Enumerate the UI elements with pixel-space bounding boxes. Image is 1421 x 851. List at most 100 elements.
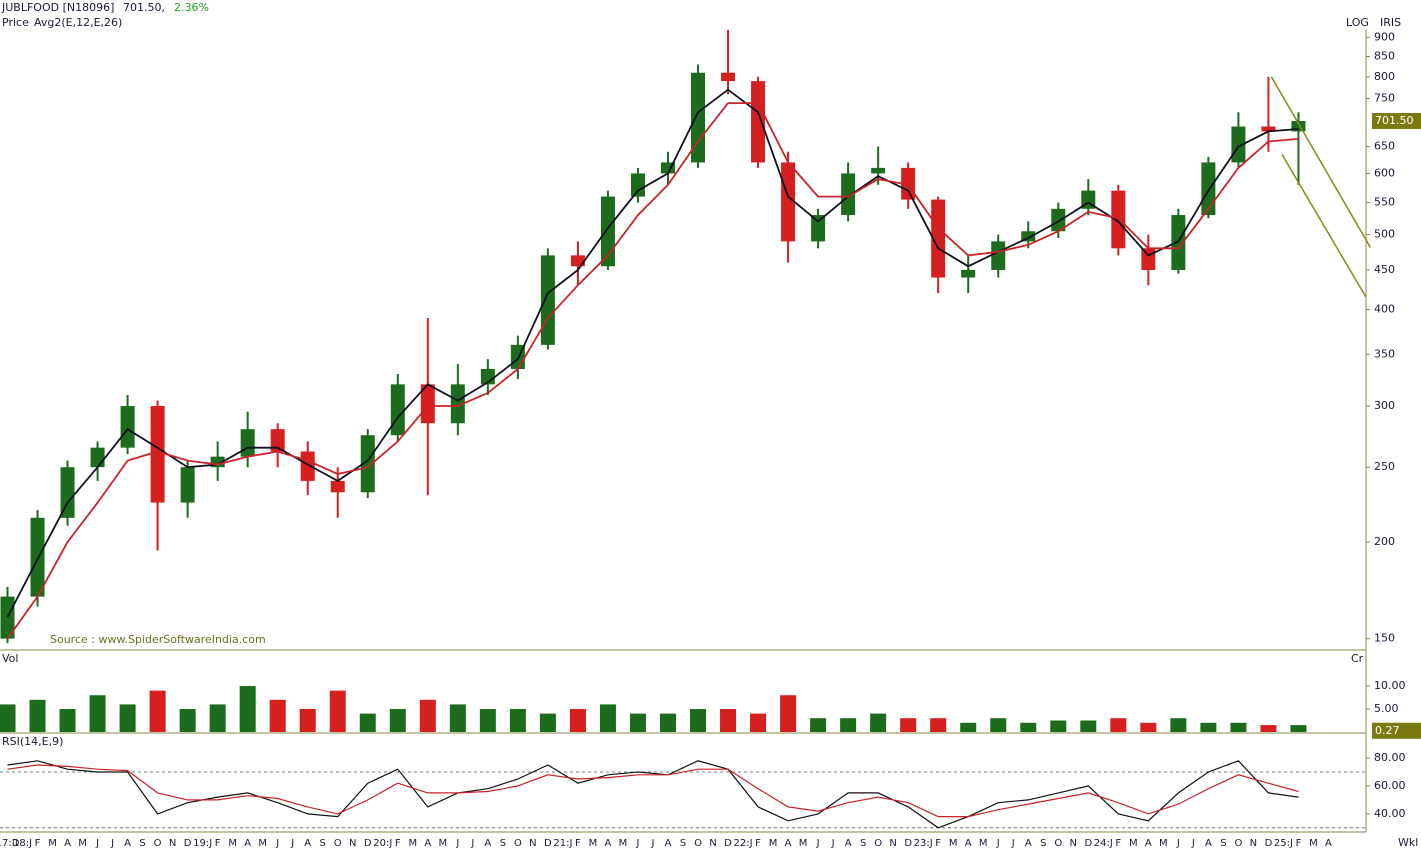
x-tick-label: A xyxy=(1145,838,1152,849)
volume-bar xyxy=(29,699,46,732)
x-tick-label: O xyxy=(1054,838,1062,849)
volume-bar xyxy=(89,695,106,732)
candle-body xyxy=(240,429,255,457)
x-tick-label: M xyxy=(408,838,417,849)
x-tick-label: A xyxy=(965,838,972,849)
y-tick-label: 60.00 xyxy=(1374,779,1406,792)
candle-body xyxy=(781,162,796,242)
x-tick-label: J xyxy=(831,838,835,849)
x-tick-label: J xyxy=(635,838,639,849)
candle-body xyxy=(60,467,75,518)
volume-bar xyxy=(900,718,917,732)
x-tick-label: 23:J xyxy=(914,838,933,849)
x-tick-label: M xyxy=(1309,838,1318,849)
candle-body xyxy=(330,480,345,493)
x-tick-label: A xyxy=(845,838,852,849)
volume-bar xyxy=(389,709,406,732)
candle-body xyxy=(691,72,706,163)
x-tick-label: N xyxy=(349,838,356,849)
x-tick-label: M xyxy=(799,838,808,849)
x-tick-label: D xyxy=(1084,838,1092,849)
x-tick-label: 19:J xyxy=(193,838,212,849)
x-tick-label: M xyxy=(258,838,267,849)
volume-bar xyxy=(179,709,196,732)
x-tick-label: J xyxy=(816,838,820,849)
legend-price: Price xyxy=(2,16,29,29)
candle-body xyxy=(120,406,135,448)
y-tick-label: 850 xyxy=(1374,50,1395,63)
x-tick-label: A xyxy=(785,838,792,849)
x-tick-label: A xyxy=(1325,838,1332,849)
volume-bar xyxy=(1110,718,1127,732)
volume-bar xyxy=(1290,725,1307,732)
last-value-box xyxy=(1372,722,1421,739)
x-tick-label: M xyxy=(439,838,448,849)
x-tick-label: J xyxy=(470,838,474,849)
y-tick-label: 600 xyxy=(1374,166,1395,179)
candle-body xyxy=(180,467,195,503)
y-tick-label: 40.00 xyxy=(1374,807,1406,820)
x-tick-label: N xyxy=(529,838,536,849)
x-tick-label: J xyxy=(95,838,99,849)
candle-body xyxy=(1201,162,1216,216)
x-tick-label: J xyxy=(110,838,114,849)
x-tick-label: A xyxy=(1025,838,1032,849)
x-tick-label: M xyxy=(1129,838,1138,849)
candle-body xyxy=(1291,120,1306,132)
volume-bar xyxy=(1170,718,1187,732)
volume-bar xyxy=(960,722,977,732)
moving-average xyxy=(6,88,1299,618)
y-tick-label: 10.00 xyxy=(1374,679,1406,692)
last-price: 701.50, xyxy=(123,1,165,14)
x-tick-label: F xyxy=(1115,838,1121,849)
log-label: LOG xyxy=(1346,16,1369,29)
y-tick-label: 450 xyxy=(1374,263,1395,276)
volume-bar xyxy=(209,704,226,732)
x-tick-label: M xyxy=(1159,838,1168,849)
candle-body xyxy=(210,456,225,468)
candle-body xyxy=(450,384,465,424)
x-tick-label: F xyxy=(755,838,761,849)
x-tick-label: 22:J xyxy=(734,838,753,849)
x-tick-label: N xyxy=(1070,838,1077,849)
x-tick-label: D xyxy=(364,838,372,849)
x-tick-label: M xyxy=(589,838,598,849)
candle-body xyxy=(660,162,675,174)
x-tick-label: D xyxy=(544,838,552,849)
candle-body xyxy=(1231,126,1246,163)
x-tick-label: A xyxy=(424,838,431,849)
x-tick-label: M xyxy=(979,838,988,849)
x-tick-label: F xyxy=(935,838,941,849)
y-tick-label: 200 xyxy=(1374,535,1395,548)
x-tick-label: O xyxy=(514,838,522,849)
volume-bar xyxy=(539,713,556,732)
x-tick-label: A xyxy=(1205,838,1212,849)
y-tick-label: 800 xyxy=(1374,70,1395,83)
x-tick-label: N xyxy=(1250,838,1257,849)
y-tick-label: 350 xyxy=(1374,347,1395,360)
x-tick-label: J xyxy=(1176,838,1180,849)
volume-bar xyxy=(239,686,256,732)
x-tick-label: M xyxy=(228,838,237,849)
y-tick-label: 550 xyxy=(1374,196,1395,209)
candle-body xyxy=(1171,215,1186,270)
x-tick-label: S xyxy=(139,838,145,849)
volume-bar xyxy=(750,713,767,732)
x-tick-label: M xyxy=(78,838,87,849)
volume-bar xyxy=(59,709,76,732)
x-tick-label: S xyxy=(320,838,326,849)
volume-bar xyxy=(569,709,586,732)
vol-unit: Cr xyxy=(1351,652,1364,665)
candle-body xyxy=(841,173,856,216)
volume-bar xyxy=(1230,722,1247,732)
x-tick-label: F xyxy=(35,838,41,849)
volume-bar xyxy=(840,718,857,732)
x-tick-label: A xyxy=(244,838,251,849)
x-tick-label: S xyxy=(680,838,686,849)
candle-body xyxy=(600,196,615,267)
x-tick-label: O xyxy=(1234,838,1242,849)
vol-label: Vol xyxy=(2,652,18,665)
y-tick-label: 250 xyxy=(1374,460,1395,473)
x-tick-label: M xyxy=(769,838,778,849)
